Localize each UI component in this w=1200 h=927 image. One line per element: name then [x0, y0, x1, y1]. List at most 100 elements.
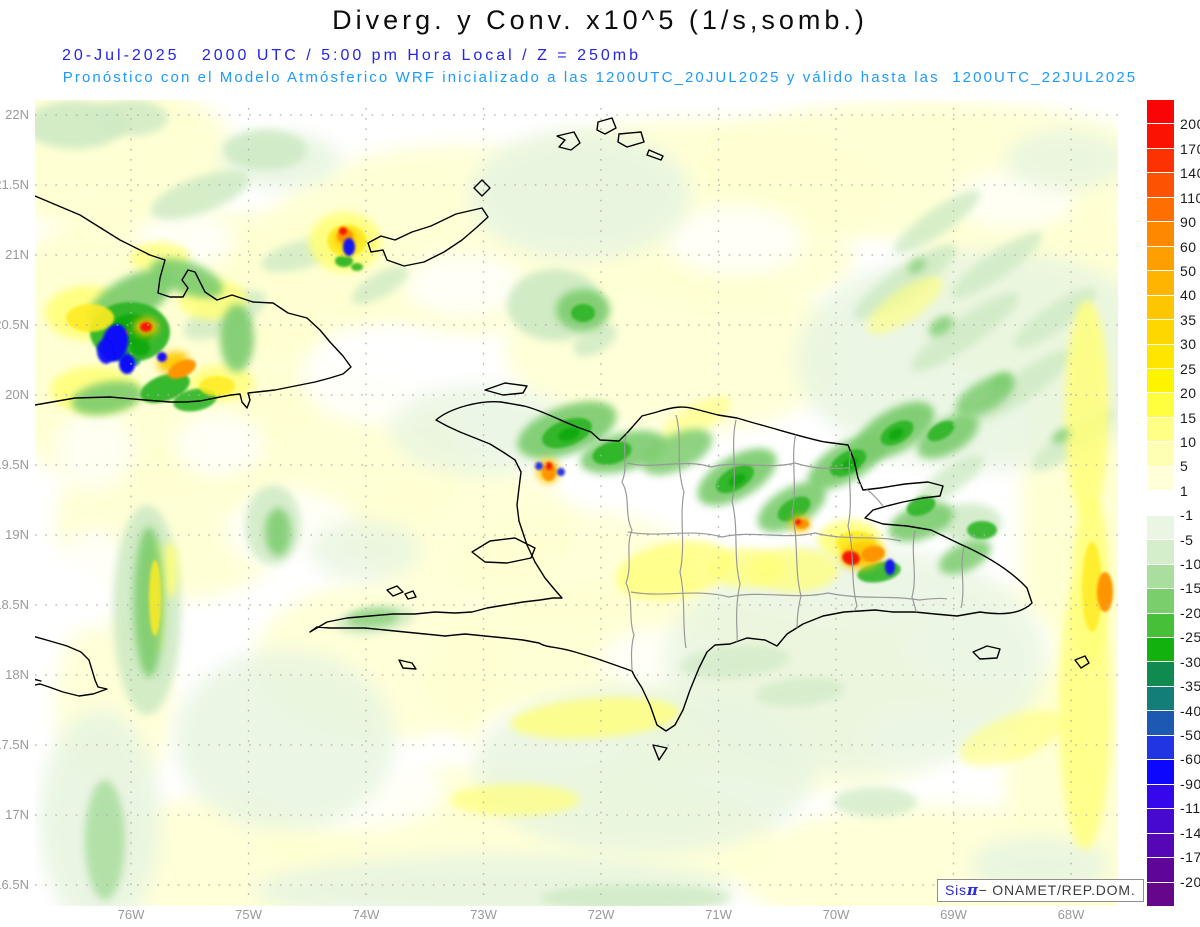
longitude-axis: 76W 75W 74W 73W 72W 71W 70W 69W 68W	[35, 903, 1118, 925]
colorbar-value: 25	[1180, 360, 1197, 377]
credit-pi-icon: π	[966, 881, 979, 899]
lat-label: 21N	[5, 247, 29, 262]
colorbar-value: -10	[1180, 556, 1200, 573]
haiti-dr-border	[621, 432, 635, 672]
lon-label: 72W	[587, 907, 615, 922]
colorbar-value: -200	[1180, 873, 1200, 890]
lon-label: 69W	[940, 907, 967, 922]
colorbar-segment	[1147, 367, 1174, 393]
lat-label: 17N	[5, 807, 29, 822]
colorbar-segment	[1147, 465, 1174, 491]
lat-label: 19.5N	[0, 457, 29, 472]
colorbar-value: 200	[1180, 116, 1200, 133]
colorbar-segment	[1147, 416, 1174, 442]
lat-label: 16.5N	[0, 877, 29, 892]
colorbar-segment	[1147, 881, 1174, 906]
colorbar-segment	[1147, 759, 1174, 784]
colorbar-value: -40	[1180, 702, 1200, 719]
colorbar-segment	[1147, 612, 1174, 637]
contour-field	[0, 80, 1175, 927]
colorbar-segment	[1147, 319, 1174, 344]
colorbar-segment	[1147, 808, 1174, 833]
colorbar-segment	[1147, 196, 1174, 222]
page-title: Diverg. y Conv. x10^5 (1/s,somb.)	[332, 5, 868, 35]
colorbar-value: -15	[1180, 580, 1200, 597]
colorbar-segment	[1147, 661, 1174, 686]
colorbar-value: 110	[1180, 189, 1200, 206]
colorbar-value: 5	[1180, 458, 1189, 475]
colorbar-labels: 200 170 140 110 90 60 50 40 35 30 25 20 15 10 5 1 -1 -5 -1…	[1180, 100, 1200, 906]
divergence-map-svg	[0, 80, 1175, 927]
colorbar-segment	[1147, 172, 1174, 197]
colorbar-segment	[1147, 636, 1174, 662]
colorbar-segment	[1147, 294, 1174, 320]
lon-label: 73W	[470, 907, 497, 922]
colorbar-value: 10	[1180, 433, 1197, 450]
colorbar-value: -50	[1180, 727, 1200, 744]
colorbar-value: -1	[1180, 507, 1194, 524]
colorbar-segment	[1147, 857, 1174, 882]
colorbar-value: -170	[1180, 849, 1200, 866]
subtitle-datetime: 20-Jul-2025 2000 UTC / 5:00 pm Hora Loca…	[62, 47, 641, 64]
credit-text: − ONAMET/REP.DOM.	[978, 882, 1136, 898]
colorbar-value: 1	[1180, 482, 1189, 499]
colorbar-segment	[1147, 734, 1174, 760]
colorbar-segment	[1147, 514, 1174, 540]
colorbar-value: 170	[1180, 140, 1200, 157]
colorbar-segment	[1147, 588, 1174, 613]
colorbar-value: 30	[1180, 336, 1197, 353]
colorbar-segment	[1147, 123, 1174, 148]
lat-label: 20N	[5, 387, 29, 402]
lat-label: 22N	[5, 107, 29, 122]
colorbar-segment	[1147, 441, 1174, 466]
colorbar-value: 15	[1180, 409, 1197, 426]
colorbar-segment	[1147, 392, 1174, 417]
bahamas-islands	[367, 117, 664, 267]
lon-label: 68W	[1057, 907, 1085, 922]
lon-label: 76W	[117, 907, 145, 922]
colorbar-segment	[1147, 100, 1174, 124]
lon-label: 70W	[822, 907, 850, 922]
cuba-coastline	[34, 195, 352, 409]
tortuga-island	[484, 382, 528, 396]
colorbar-value: 50	[1180, 262, 1197, 279]
lon-label: 71W	[705, 907, 732, 922]
colorbar-segment	[1147, 490, 1174, 515]
lat-label: 18.5N	[0, 597, 29, 612]
colorbar-segment	[1147, 147, 1174, 173]
beata-island	[652, 744, 668, 761]
gonave-island	[471, 537, 536, 564]
colorbar-value: -60	[1180, 751, 1200, 768]
coastlines	[28, 117, 1090, 761]
lat-label: 19N	[5, 527, 29, 542]
credit-box: Sisπ− ONAMET/REP.DOM.	[937, 879, 1144, 902]
colorbar-value: 40	[1180, 287, 1197, 304]
colorbar-value: 35	[1180, 311, 1197, 328]
colorbar-value: -35	[1180, 678, 1200, 695]
colorbar-value: 20	[1180, 385, 1197, 402]
grid-lines	[35, 108, 1118, 900]
saona-island	[972, 645, 1001, 660]
cayemites-islets	[386, 585, 417, 600]
lat-label: 20.5N	[0, 317, 29, 332]
colorbar-value: 60	[1180, 238, 1197, 255]
subtitle-model-info: Pronóstico con el Modelo Atmósferico WRF…	[62, 69, 1138, 86]
colorbar-value: -30	[1180, 653, 1200, 670]
province-borders	[621, 414, 965, 672]
ile-a-vache	[398, 659, 417, 670]
colorbar-segment	[1147, 539, 1174, 564]
colorbar-segment	[1147, 710, 1174, 735]
colorbar-segment	[1147, 563, 1174, 589]
lat-label: 21.5N	[0, 177, 29, 192]
colorbar-segment	[1147, 221, 1174, 246]
lat-label: 17.5N	[0, 737, 29, 752]
mona-island	[1074, 655, 1090, 669]
colorbar-segment	[1147, 270, 1174, 295]
lat-label: 18N	[5, 667, 29, 682]
credit-sis: Sis	[945, 882, 967, 898]
offshore-islets	[386, 382, 1090, 761]
latitude-axis: 22N 21.5N 21N 20.5N 20N 19.5N 19N 18.5N 18N 17.5N…	[0, 100, 31, 906]
colorbar-value: -140	[1180, 824, 1200, 841]
lon-label: 74W	[352, 907, 380, 922]
